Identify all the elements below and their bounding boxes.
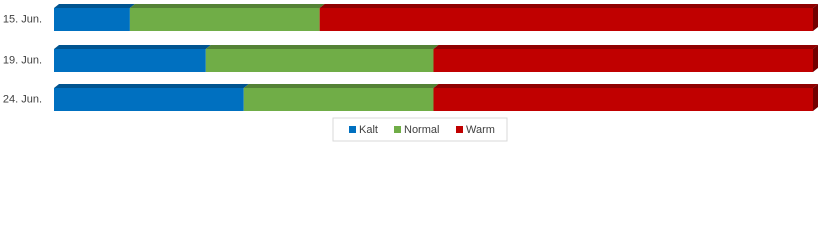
- bar-segment: [433, 45, 818, 72]
- legend-swatch: [394, 126, 401, 133]
- legend-box: [332, 117, 508, 142]
- bar-face: [129, 8, 320, 31]
- bar-face: [319, 4, 818, 8]
- bar-segment: [129, 4, 325, 31]
- bar-face: [319, 8, 813, 31]
- y-tick-label: 15. Jun.: [3, 13, 42, 25]
- bar-face: [433, 45, 818, 49]
- bar-segment: [243, 84, 439, 111]
- bar-face: [54, 88, 244, 111]
- bar-face: [54, 4, 135, 8]
- bar-face: [243, 88, 434, 111]
- bar-face: [205, 49, 434, 72]
- bar-segment: [54, 45, 211, 72]
- bar-face: [129, 4, 325, 8]
- bar-face: [433, 84, 818, 88]
- bar-face: [54, 45, 211, 49]
- bar-face: [54, 84, 249, 88]
- y-tick-label: 24. Jun.: [3, 93, 42, 105]
- chart: 15. Jun. 19. Jun. 24. Jun. Kalt Normal Warm: [3, 4, 818, 142]
- legend-swatch: [349, 126, 356, 133]
- bar-face: [433, 49, 813, 72]
- bar-face: [433, 88, 813, 111]
- bar-face: [813, 84, 818, 111]
- bar-segment: [205, 45, 439, 72]
- bar-segment: [433, 84, 818, 111]
- bar-face: [205, 45, 439, 49]
- legend-label: Normal: [404, 124, 439, 136]
- bar-face: [243, 84, 439, 88]
- bar-face: [813, 4, 818, 31]
- legend-label: Kalt: [359, 124, 378, 136]
- y-tick-label: 19. Jun.: [3, 54, 42, 66]
- legend-label: Warm: [466, 124, 495, 136]
- bar-face: [813, 45, 818, 72]
- bar-segment: [54, 4, 135, 31]
- legend-swatch: [456, 126, 463, 133]
- bar-segment: [54, 84, 249, 111]
- bar-segment: [319, 4, 818, 31]
- bar-face: [54, 8, 130, 31]
- bar-face: [54, 49, 206, 72]
